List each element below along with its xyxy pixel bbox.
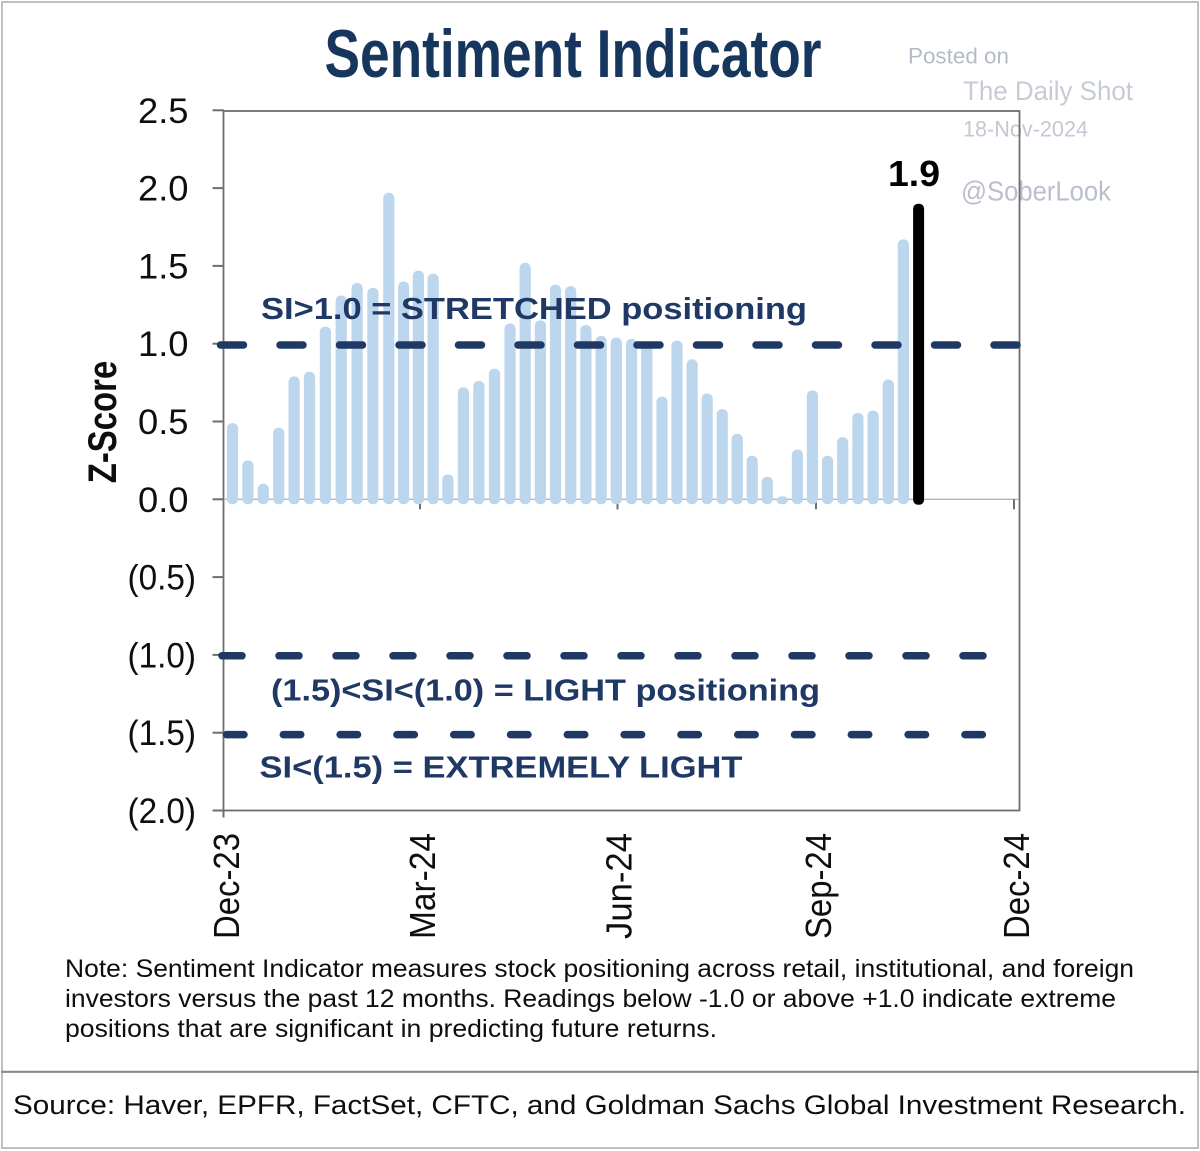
- svg-text:1.0: 1.0: [138, 325, 189, 364]
- svg-text:0.5: 0.5: [138, 403, 189, 442]
- svg-text:Sep-24: Sep-24: [798, 833, 839, 939]
- svg-text:positions that are significant: positions that are significant in predic…: [65, 1015, 717, 1043]
- svg-text:2.5: 2.5: [138, 92, 189, 131]
- svg-text:(0.5): (0.5): [128, 559, 197, 598]
- svg-text:(1.5): (1.5): [128, 714, 197, 753]
- svg-text:@SoberLook: @SoberLook: [961, 176, 1111, 207]
- svg-text:(2.0): (2.0): [128, 792, 197, 831]
- svg-text:0.0: 0.0: [138, 481, 189, 520]
- svg-text:Jun-24: Jun-24: [598, 833, 639, 939]
- svg-text:18-Nov-2024: 18-Nov-2024: [963, 117, 1088, 142]
- svg-text:Z-Score: Z-Score: [81, 361, 125, 484]
- svg-text:Dec-24: Dec-24: [996, 833, 1037, 939]
- svg-text:1.5: 1.5: [138, 247, 189, 286]
- svg-text:(1.5)<SI<(1.0) = LIGHT positio: (1.5)<SI<(1.0) = LIGHT positioning: [271, 673, 820, 708]
- svg-text:SI>1.0 = STRETCHED positioning: SI>1.0 = STRETCHED positioning: [261, 291, 807, 326]
- svg-text:Note: Sentiment Indicator meas: Note: Sentiment Indicator measures stock…: [65, 955, 1134, 983]
- svg-text:Mar-24: Mar-24: [402, 833, 443, 939]
- svg-text:Dec-23: Dec-23: [206, 833, 247, 939]
- svg-text:2.0: 2.0: [138, 170, 189, 209]
- svg-text:The Daily Shot: The Daily Shot: [963, 76, 1133, 106]
- svg-text:1.9: 1.9: [888, 153, 940, 194]
- svg-text:SI<(1.5) = EXTREMELY LIGHT: SI<(1.5) = EXTREMELY LIGHT: [260, 750, 743, 785]
- svg-text:(1.0): (1.0): [128, 636, 197, 675]
- svg-text:Source: Haver, EPFR, FactSet,: Source: Haver, EPFR, FactSet, CFTC, and …: [13, 1090, 1186, 1120]
- svg-text:Sentiment Indicator: Sentiment Indicator: [325, 16, 822, 92]
- svg-text:Posted on: Posted on: [908, 44, 1009, 69]
- svg-text:investors versus the past 12 m: investors versus the past 12 months. Rea…: [65, 985, 1116, 1013]
